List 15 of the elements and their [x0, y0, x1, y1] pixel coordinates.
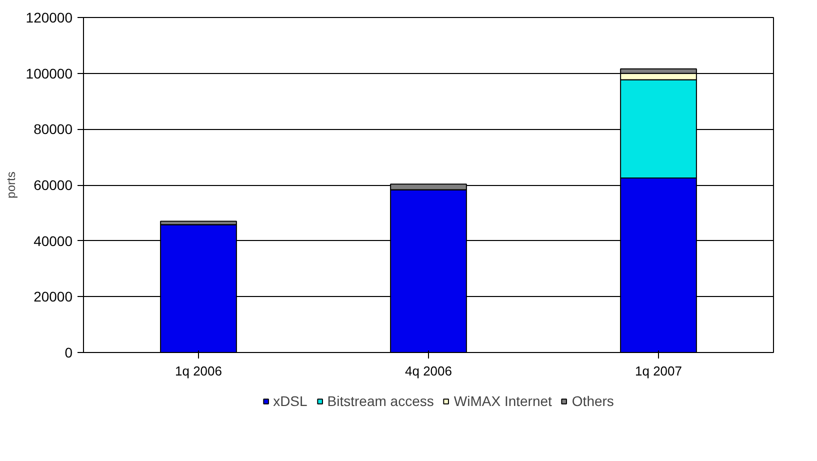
legend-label: xDSL — [273, 393, 308, 409]
y-tick-label: 120000 — [26, 10, 73, 26]
y-axis-title: ports — [4, 172, 18, 198]
y-tick-label: 40000 — [34, 232, 73, 249]
y-tick-label: 80000 — [34, 121, 73, 138]
legend-label: Others — [572, 393, 614, 409]
y-tick-label: 0 — [64, 344, 73, 360]
x-tick-label: 4q 2006 — [405, 364, 452, 378]
y-tick-label: 20000 — [34, 288, 73, 305]
x-tick-label: 1q 2007 — [635, 364, 682, 378]
y-tick-label: 60000 — [34, 177, 73, 193]
legend-label: Bitstream access — [327, 393, 434, 409]
y-tick-label: 100000 — [26, 65, 73, 82]
x-tick-label: 1q 2006 — [175, 364, 222, 378]
legend-label: WiMAX Internet — [454, 393, 552, 409]
